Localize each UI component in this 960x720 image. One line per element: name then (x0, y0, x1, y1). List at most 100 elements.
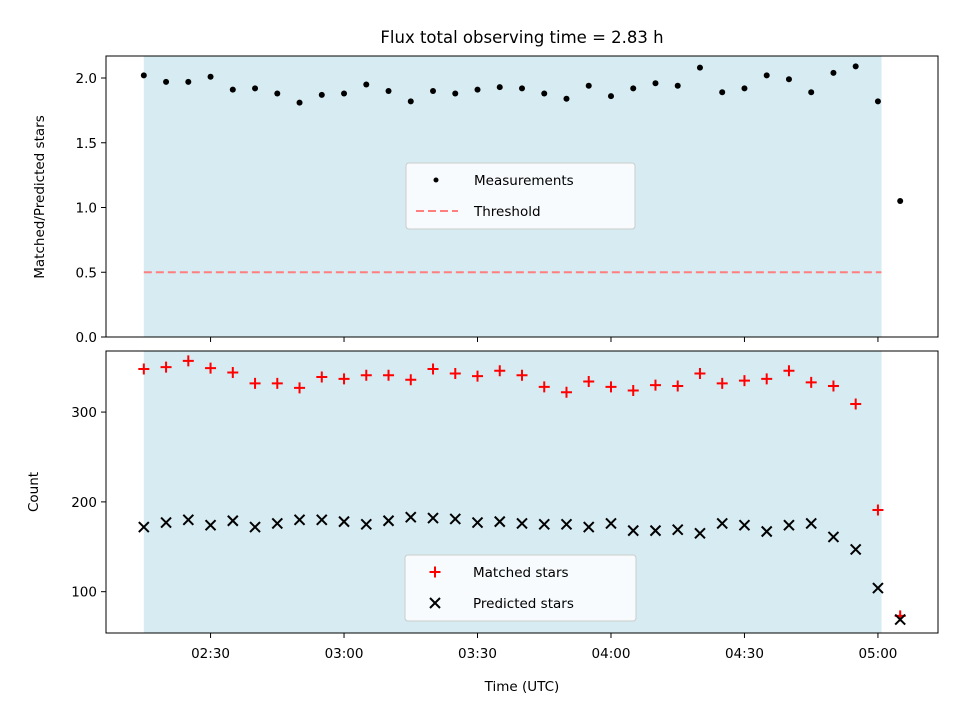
predicted-stars-point (494, 515, 506, 528)
measurement-point (808, 89, 815, 96)
panel-count: 100 200 300 02:30 03:00 03:30 04:00 04:30 05:00 M… (71, 350, 939, 662)
series-extra-1 (897, 198, 904, 205)
measurement-point (341, 90, 348, 97)
predicted-stars-point (560, 518, 573, 531)
x-tick-label: 03:30 (458, 646, 497, 662)
matched-stars-point (494, 365, 506, 377)
predicted-stars-point (316, 514, 328, 526)
matched-stars-point (805, 376, 817, 388)
measurement-point (229, 86, 236, 93)
legend-marker-predicted (429, 597, 441, 609)
predicted-stars-point (760, 525, 773, 538)
predicted-stars-point (605, 517, 617, 530)
legend-label: Measurements (474, 173, 574, 189)
axes-frame (105, 350, 939, 634)
matched-stars-point (427, 363, 439, 375)
matched-stars-point (694, 367, 706, 379)
matched-stars-point (716, 377, 728, 389)
plot-layer: 0.0 0.5 1.0 1.5 2.0 Measurements Threshold 100 2… (71, 55, 939, 662)
measurement-point (563, 95, 570, 102)
predicted-stars-point (427, 512, 439, 524)
y-tick-label: 0.5 (76, 265, 97, 281)
matched-stars-point (783, 365, 795, 377)
measurement-point (874, 98, 881, 105)
y-tick-label: 1.5 (76, 136, 97, 152)
x-axis-label: Time (UTC) (484, 679, 560, 695)
matched-stars-point (850, 398, 862, 410)
measurement-point (607, 93, 614, 100)
matched-stars-point (560, 386, 572, 398)
matched-stars-point (827, 380, 839, 392)
predicted-stars-point (160, 516, 172, 529)
x-tick-label: 03:00 (325, 646, 364, 662)
y-tick-label: 200 (71, 495, 97, 511)
measurement-point (741, 85, 748, 92)
measurement-point (163, 78, 170, 85)
measurement-point (496, 84, 503, 91)
predicted-stars-point (271, 517, 284, 530)
predicted-stars-point (338, 515, 350, 528)
measurement-point (519, 85, 525, 92)
matched-stars-point (360, 369, 372, 381)
predicted-stars-point (382, 515, 395, 527)
bottom-panel-y-label: Count (26, 472, 42, 512)
matched-stars-point (627, 385, 639, 397)
predicted-stars-point (249, 521, 261, 533)
measurement-point (830, 69, 837, 76)
series-matched-stars (138, 355, 906, 622)
measurement-point (674, 82, 681, 89)
matched-stars-point (649, 379, 661, 391)
predicted-stars-point (894, 613, 906, 626)
predicted-stars-point (738, 519, 751, 531)
measurement-point (207, 73, 214, 80)
matched-stars-point (472, 370, 484, 382)
series-predicted-stars (138, 511, 906, 626)
predicted-stars-point (227, 515, 239, 527)
matched-stars-point (271, 377, 283, 389)
measurement-point (652, 80, 659, 87)
predicted-stars-point (138, 521, 150, 533)
predicted-stars-point (449, 513, 461, 525)
y-tick-label: 1.0 (76, 201, 97, 217)
measurement-point (852, 63, 859, 70)
legend: Matched stars Predicted stars (404, 554, 637, 622)
matched-stars-point (249, 377, 261, 389)
predicted-stars-point (360, 518, 372, 531)
predicted-stars-point (849, 543, 862, 556)
predicted-stars-point (672, 524, 684, 536)
measurement-point (252, 85, 259, 92)
matched-stars-point (538, 381, 550, 393)
predicted-stars-point (805, 517, 817, 530)
matched-stars-point (138, 363, 150, 375)
y-tick-label: 2.0 (76, 71, 97, 87)
matched-stars-point (338, 373, 350, 385)
legend: Measurements Threshold (405, 162, 636, 230)
matched-stars-point (316, 371, 328, 383)
predicted-stars-point (583, 521, 595, 533)
measurement-point (696, 64, 703, 71)
predicted-stars-point (827, 531, 840, 543)
measurement-point (296, 99, 303, 106)
measurement-point (430, 87, 437, 94)
matched-stars-point (383, 369, 395, 381)
matched-stars-point (160, 361, 172, 373)
matched-stars-point (227, 367, 239, 379)
measurement-point (630, 85, 637, 92)
chart-title: Flux total observing time = 2.83 h (380, 28, 663, 47)
measurement-point (452, 90, 459, 97)
matched-stars-point (516, 369, 528, 381)
predicted-stars-point (872, 582, 884, 594)
legend-marker-matched (429, 566, 441, 578)
matched-stars-point (738, 375, 750, 387)
measurement-point (897, 198, 904, 205)
series-measurements (140, 63, 881, 106)
predicted-stars-point (649, 524, 662, 537)
panel-ratio: 0.0 0.5 1.0 1.5 2.0 Measurements Threshold (76, 55, 939, 346)
predicted-stars-point (716, 517, 728, 530)
predicted-stars-point (405, 511, 417, 523)
matched-stars-point (761, 373, 773, 385)
x-tick-label: 02:30 (191, 646, 230, 662)
legend-label: Threshold (473, 204, 541, 220)
measurement-point (474, 86, 481, 93)
